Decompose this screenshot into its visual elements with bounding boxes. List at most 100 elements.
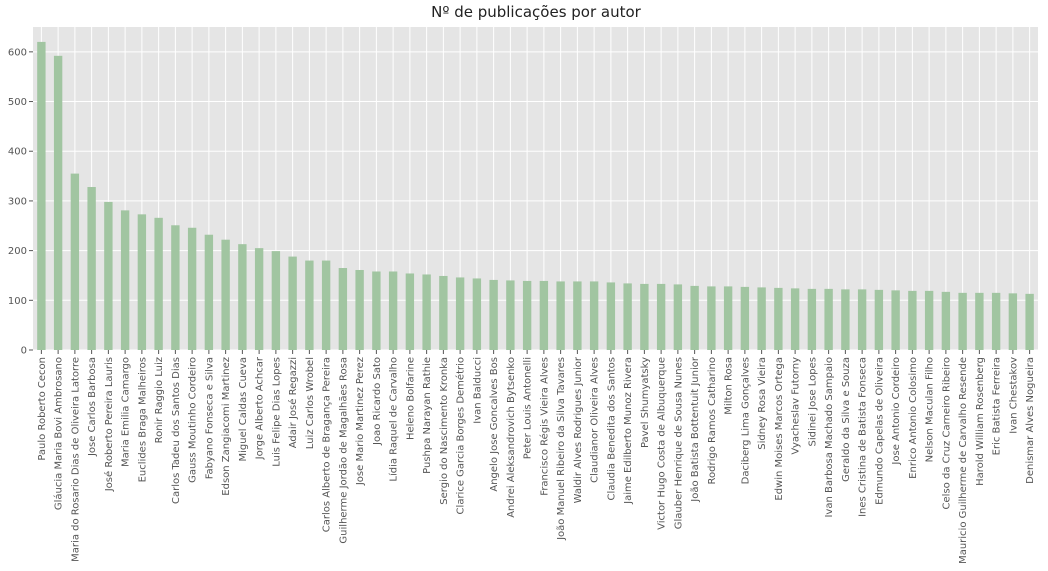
x-tick-label: Guilherme Jordão de Magalhães Rosa [338, 357, 349, 544]
x-tick-label: Jose Carlos Barbosa [87, 357, 98, 457]
bar [405, 273, 415, 350]
x-tick-label: Clarice Garcia Borges Demétrio [455, 357, 467, 514]
bar [70, 173, 80, 350]
x-tick-label: Pushpa Narayan Rathie [422, 357, 433, 474]
bar [656, 283, 666, 350]
x-tick-label: Sidney Rosa Vieira [757, 357, 768, 450]
bar [372, 271, 381, 350]
x-tick-label: Maria do Rosario Dias de Oliveira Latorr… [70, 357, 81, 562]
bar [573, 281, 582, 350]
bar [288, 256, 297, 350]
x-tick-label: Joao Ricardo Sato [372, 357, 383, 446]
bar [556, 281, 565, 350]
x-tick-label: Ronir Raggio Luiz [154, 357, 165, 443]
x-tick-label: João Batista Bottentuit Junior [690, 356, 701, 503]
bar [958, 292, 967, 350]
x-tick-label: Lídia Raquel de Carvalho [388, 357, 400, 482]
bar [539, 280, 549, 350]
x-tick-label: Adair José Regazzi [287, 357, 299, 448]
x-tick-label: Peter Louis Antonelli [523, 357, 534, 459]
x-tick-label: Edmundo Capelas de Oliveira [874, 357, 885, 505]
y-axis: 0 100 200 300 400 500 600 [8, 47, 33, 357]
bar [87, 187, 96, 350]
x-tick-label: Eric Batista Ferreira [992, 357, 1003, 455]
x-tick-label: Luis Felipe Dias Lopes [271, 357, 282, 467]
bar [1025, 293, 1034, 350]
x-tick-label: Sergio do Nascimento Kronka [439, 357, 450, 505]
x-tick-label: Claudia Benedita dos Santos [606, 357, 617, 500]
bar [338, 268, 348, 350]
x-tick-label: Nelson Maculan Filho [925, 357, 936, 462]
bar [489, 279, 498, 350]
bar [707, 286, 716, 350]
x-tick-label: Gauss Moutinho Cordeiro [188, 357, 199, 483]
bar [857, 289, 867, 350]
x-tick-label: Euclides Braga Malheiros [137, 357, 148, 482]
bar [439, 275, 448, 350]
bar [891, 290, 900, 350]
x-tick-label: Ivan Balducci [472, 357, 483, 424]
bar [204, 234, 214, 350]
y-tick-label: 100 [8, 296, 27, 307]
bar [137, 214, 147, 350]
x-tick-label: Fabyano Fonseca e Silva [204, 357, 215, 479]
x-tick-label: Jose Antonio Cordeiro [891, 357, 902, 466]
x-tick-label: Carlos Alberto de Bragança Pereira [322, 357, 333, 532]
x-tick-label: Angelo Jose Goncalves Bos [489, 357, 500, 492]
bar [623, 283, 632, 350]
bar [640, 283, 649, 350]
bar [388, 271, 398, 350]
bar [422, 274, 431, 350]
x-tick-label: Rodrigo Ramos Catharino [707, 357, 718, 484]
bar [790, 288, 800, 350]
bar [238, 244, 247, 350]
x-tick-label: Ines Cristina de Batista Fonseca [858, 357, 869, 517]
x-tick-label: Luiz Carlos Wrobel [305, 357, 316, 449]
x-tick-label: Denismar Alves Nogueira [1025, 357, 1036, 484]
bar [824, 288, 833, 350]
y-tick-label: 500 [8, 97, 27, 108]
x-tick-label: Vyacheslav Futorny [791, 357, 802, 455]
bar [120, 210, 130, 350]
bar [271, 251, 281, 350]
bar [37, 41, 46, 351]
x-tick-label: Gláucia Maria Bovi Ambrosano [53, 357, 65, 510]
bar [355, 269, 364, 350]
bar [606, 282, 616, 350]
x-tick-label: Paulo Roberto Cecon [37, 357, 48, 461]
bar [455, 277, 465, 350]
bar [807, 288, 817, 350]
bar [1008, 293, 1018, 350]
bar [941, 291, 951, 350]
bar [841, 289, 850, 350]
bar [221, 239, 230, 350]
bar [154, 217, 163, 350]
y-tick-label: 200 [8, 246, 27, 257]
x-tick-label: Ivan Barbosa Machado Sampaio [824, 357, 835, 518]
x-tick-label: Victor Hugo Costa de Albuquerque [657, 357, 668, 530]
x-tick-label: Francisco Régis Vieira Alves [538, 357, 550, 496]
x-tick-label: Glauber Henrique de Sousa Nunes [673, 357, 684, 529]
x-tick-label: Edson Zangiacomi Martinez [221, 357, 232, 496]
y-tick-label: 0 [21, 346, 27, 357]
bar [321, 260, 331, 350]
x-tick-label: Celso da Cruz Carneiro Ribeiro [941, 357, 952, 509]
bar [690, 285, 699, 350]
bar [991, 292, 1001, 350]
x-tick-label: João Manuel Ribeiro da Silva Tavares [556, 357, 567, 541]
x-tick-label: Sidinei Jose Lopes [807, 357, 818, 447]
bars [37, 41, 1034, 351]
x-tick-label: Jorge Alberto Achcar [255, 356, 266, 460]
x-tick-label: José Roberto Pereira Lauris [103, 357, 115, 492]
y-tick-label: 400 [8, 147, 27, 158]
x-tick-label: Ivan Chestakov [1008, 357, 1019, 434]
x-tick-label: Carlos Tadeu dos Santos Dias [171, 357, 182, 504]
bar [723, 286, 733, 350]
bar [53, 55, 63, 351]
bar [740, 286, 750, 350]
bar [908, 290, 917, 350]
bar [589, 281, 599, 350]
x-tick-label: Geraldo da Silva e Souza [841, 357, 852, 482]
